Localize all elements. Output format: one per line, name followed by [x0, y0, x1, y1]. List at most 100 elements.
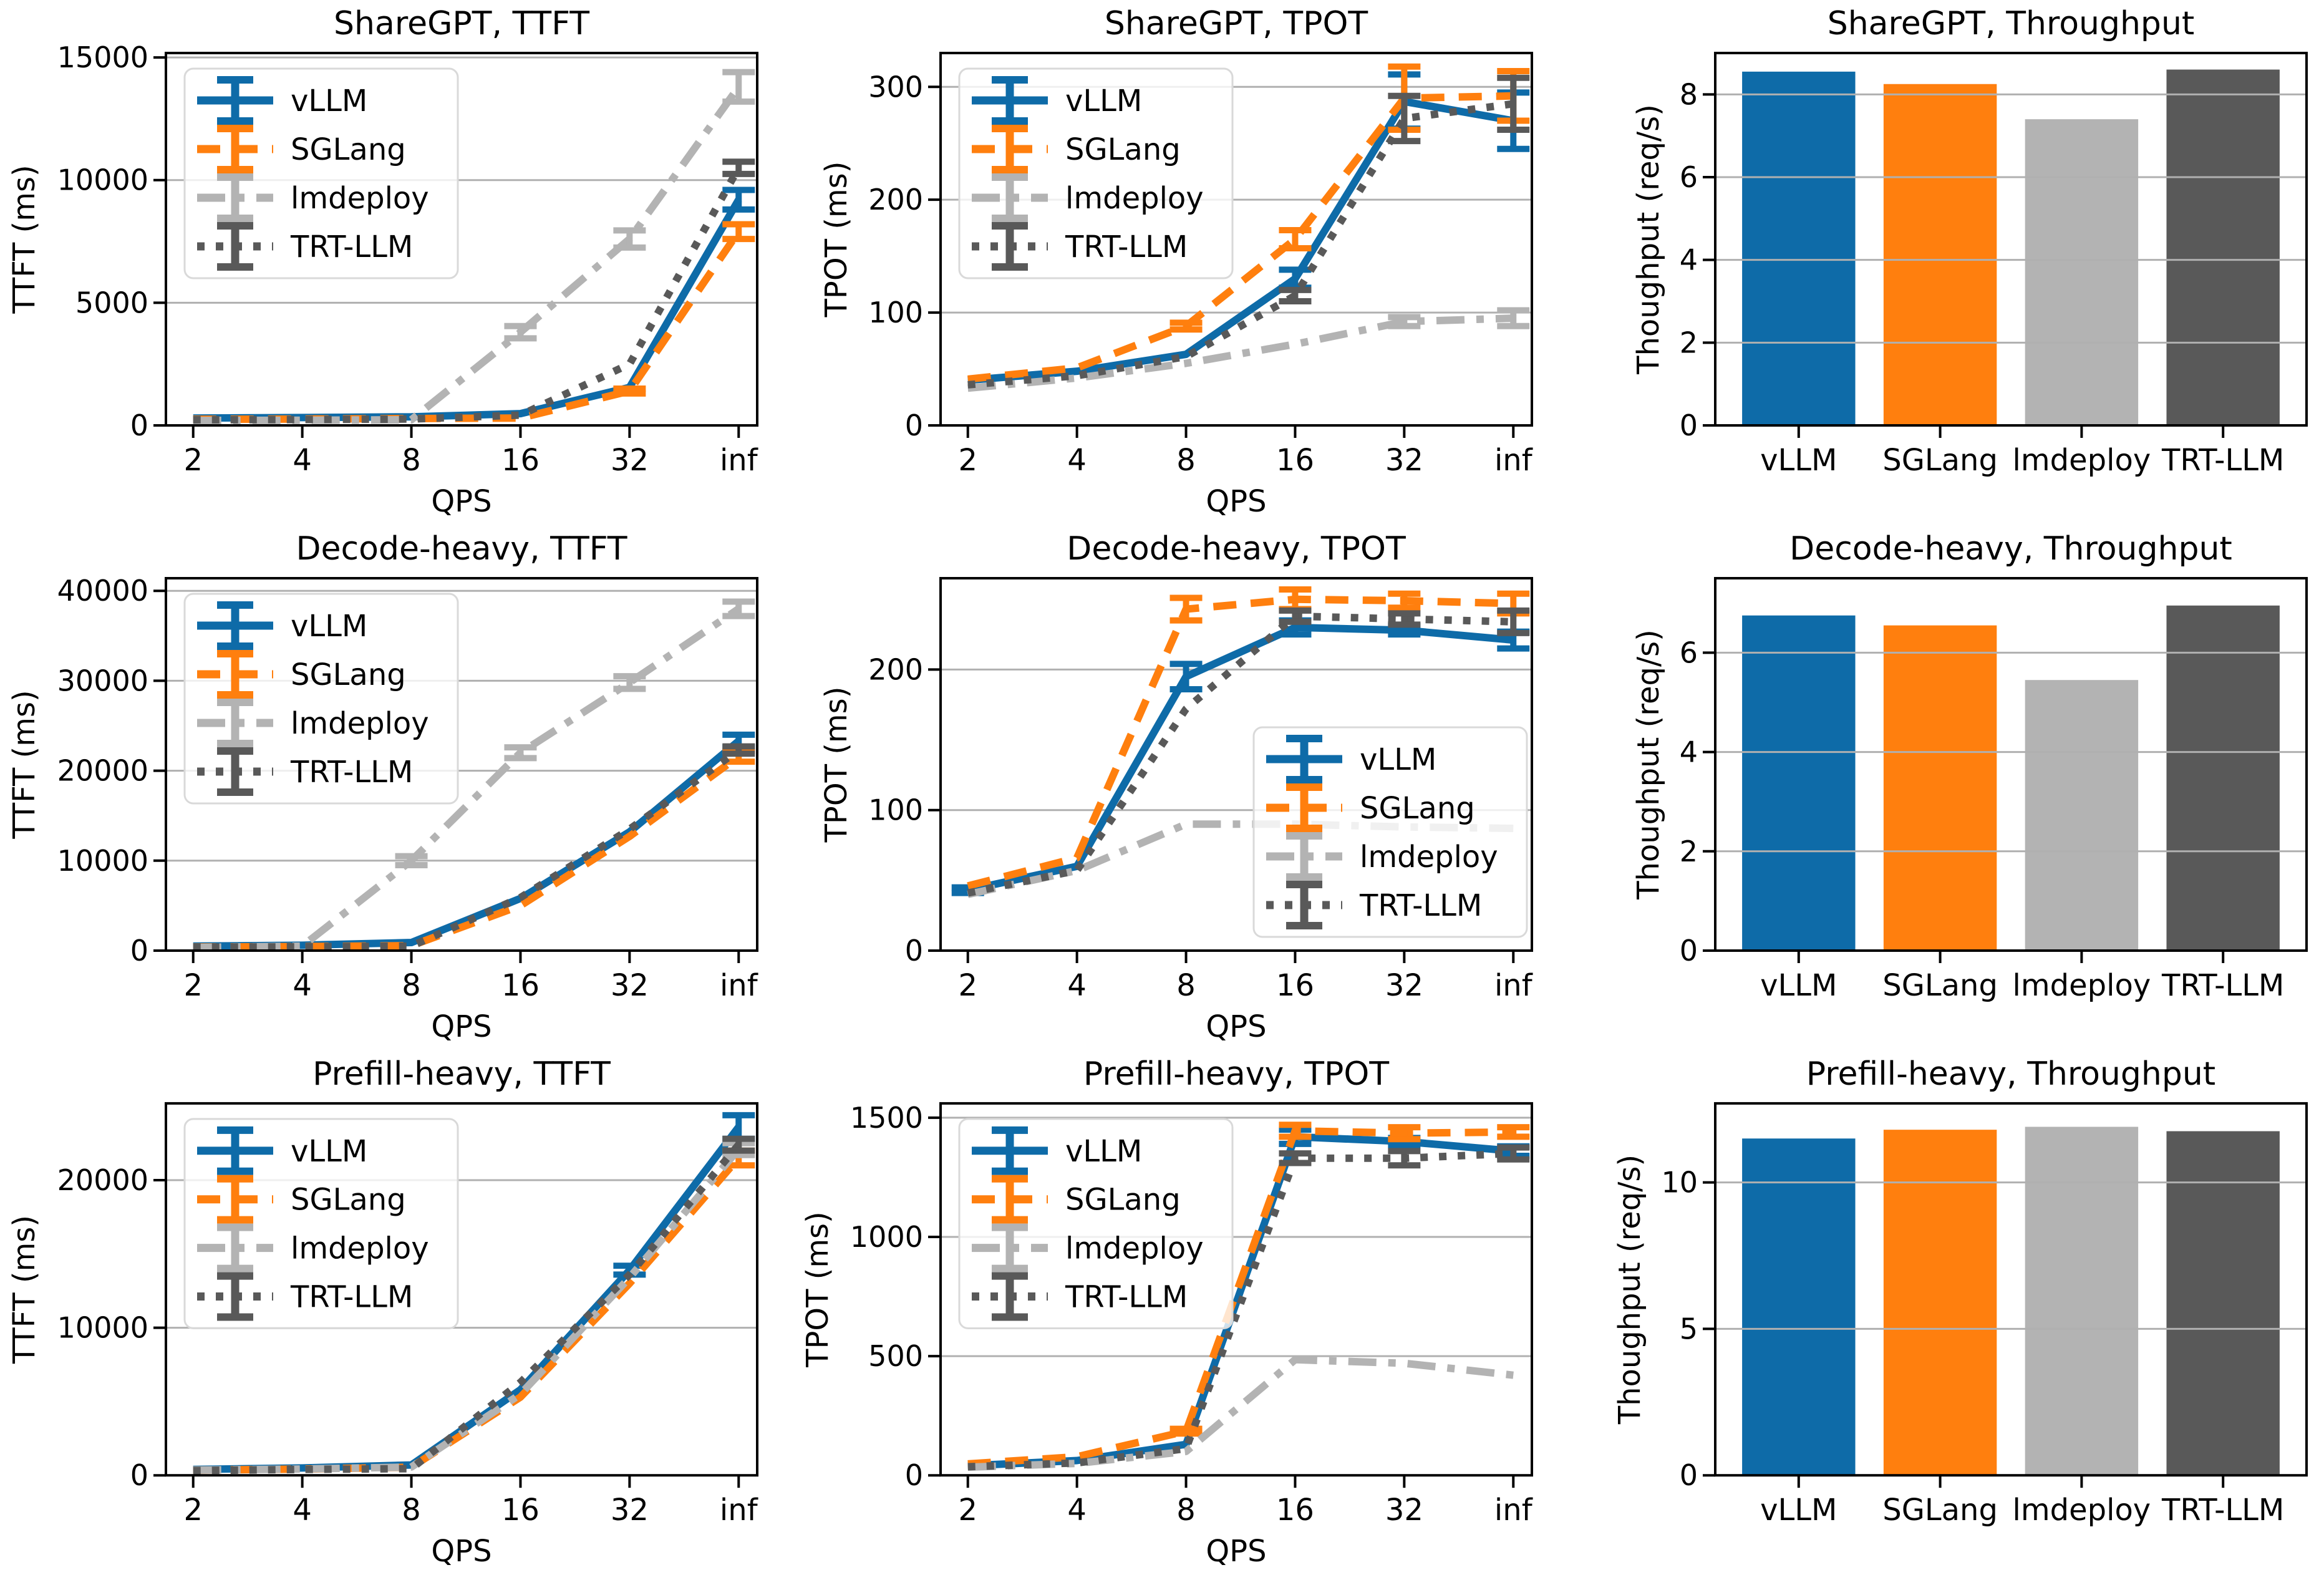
- svg-text:Thoughput (req/s): Thoughput (req/s): [1631, 104, 1666, 375]
- bar-lmdeploy: [2025, 1127, 2139, 1476]
- legend-item-lmdeploy: lmdeploy: [972, 1223, 1204, 1272]
- series-TRT-LLM-line: [967, 100, 1514, 389]
- legend-label: lmdeploy: [1065, 181, 1204, 216]
- axes-frame: [165, 577, 758, 952]
- y-axis-label: TPOT (ms): [819, 162, 854, 318]
- legend-label: TRT-LLM: [290, 755, 413, 790]
- sharegpt-tpot-chart: 0 100 200 300 ShareGPT, TPOT TPOT (ms) 2 4 8 16 32…: [819, 5, 1533, 519]
- bar-SGLang: [1883, 1130, 1997, 1476]
- series-TRT-LLM: [967, 1144, 1530, 1471]
- x-tick-label-lmdeploy: lmdeploy: [2013, 443, 2151, 478]
- axes-frame: [165, 52, 758, 427]
- x-tick-label: 32: [611, 968, 649, 1003]
- x-axis-label: QPS: [431, 1534, 491, 1569]
- legend: vLLM SGLang lmdeploy TRT-LLM: [183, 1118, 459, 1329]
- x-tick-label: inf: [1494, 443, 1533, 478]
- series-lmdeploy-line: [967, 1355, 1514, 1471]
- series-lmdeploy-line: [967, 314, 1514, 392]
- y-tick-label: 8: [1680, 77, 1698, 111]
- subplot-sharegpt-tpot: 0 100 200 300 ShareGPT, TPOT TPOT (ms) 2 4 8 16 32…: [775, 0, 1549, 525]
- legend-item-lmdeploy: lmdeploy: [972, 173, 1204, 222]
- y-tick-label: 2: [1680, 835, 1698, 868]
- subplot-sharegpt-ttft: 0 5000 10000 15000 ShareGPT, TTFT TTFT (ms) 2 4…: [0, 0, 775, 525]
- legend-item-TRT-LLM: TRT-LLM: [197, 747, 413, 796]
- sharegpt-throughput-chart: 0 2 4 6 8 ShareGPT, Throughput Thoughput (req/…: [1631, 5, 2308, 478]
- legend-item-SGLang: SGLang: [197, 650, 406, 699]
- x-tick-label: 4: [293, 968, 312, 1003]
- y-tick-label: 5000: [75, 286, 148, 319]
- y-tick-label: 6: [1680, 636, 1698, 669]
- x-tick-label-vLLM: vLLM: [1760, 968, 1837, 1003]
- y-tick-label: 0: [1680, 1458, 1698, 1492]
- legend-item-SGLang: SGLang: [972, 125, 1181, 173]
- chart-title: ShareGPT, Throughput: [1828, 5, 2195, 42]
- chart-title: Prefill-heavy, TTFT: [312, 1055, 611, 1093]
- series-lmdeploy: [967, 307, 1530, 392]
- y-tick-label: 0: [905, 409, 923, 442]
- legend-item-SGLang: SGLang: [972, 1175, 1181, 1224]
- x-tick-label: 2: [958, 968, 977, 1003]
- x-tick-label: 4: [1067, 968, 1087, 1003]
- legend: vLLM SGLang lmdeploy TRT-LLM: [958, 67, 1234, 279]
- y-tick-label: 30000: [57, 664, 148, 697]
- series-TRT-LLM-line: [193, 747, 741, 951]
- x-tick-label-TRT-LLM: TRT-LLM: [2161, 1493, 2284, 1528]
- x-tick-label: 32: [611, 443, 649, 478]
- x-tick-label-lmdeploy: lmdeploy: [2013, 1493, 2151, 1528]
- x-tick-label: 8: [402, 968, 421, 1003]
- x-tick-label: 2: [958, 1493, 977, 1528]
- legend-label: SGLang: [291, 132, 406, 167]
- bar-vLLM: [1742, 615, 1856, 951]
- sharegpt-ttft-chart: 0 5000 10000 15000 ShareGPT, TTFT TTFT (ms) 2 4…: [7, 5, 758, 519]
- y-tick-label: 0: [130, 409, 148, 442]
- x-tick-label: 32: [1385, 1493, 1423, 1528]
- decode-heavy-throughput-chart: 0 2 4 6 Decode-heavy, Throughput Thoughput (r…: [1631, 530, 2308, 1003]
- legend-label: SGLang: [291, 1183, 406, 1218]
- chart-title: Decode-heavy, TPOT: [1067, 530, 1406, 568]
- legend-label: vLLM: [291, 609, 367, 644]
- svg-text:TPOT (ms): TPOT (ms): [800, 1211, 835, 1368]
- series-SGLang-line: [967, 595, 1514, 890]
- series-TRT-LLM: [967, 607, 1530, 897]
- y-tick-label: 10000: [57, 844, 148, 878]
- x-tick-label: 4: [293, 443, 312, 478]
- plot-area: [193, 1112, 755, 1475]
- y-tick-label: 40000: [57, 574, 148, 608]
- svg-text:TTFT (ms): TTFT (ms): [7, 1215, 42, 1364]
- prefill-heavy-throughput-chart: 0 5 10 Prefill-heavy, Throughput Thoughput (…: [1612, 1055, 2308, 1528]
- x-tick-label: inf: [720, 1493, 758, 1528]
- legend-item-lmdeploy: lmdeploy: [197, 1223, 429, 1272]
- x-axis-label: QPS: [1206, 1009, 1266, 1044]
- x-tick-label: 8: [1176, 1493, 1196, 1528]
- x-tick-label-TRT-LLM: TRT-LLM: [2161, 443, 2284, 478]
- series-TRT-LLM-line: [193, 1142, 742, 1475]
- legend: vLLM SGLang lmdeploy TRT-LLM: [958, 1118, 1234, 1329]
- axes-frame: [1714, 577, 2308, 952]
- x-axis-label: QPS: [1206, 1534, 1266, 1569]
- svg-text:Thoughput (req/s): Thoughput (req/s): [1612, 1155, 1647, 1425]
- x-tick-label: 32: [1385, 968, 1423, 1003]
- y-tick-label: 2: [1680, 326, 1698, 359]
- y-axis-label: Thoughput (req/s): [1631, 629, 1666, 900]
- prefill-heavy-tpot-chart: 0 500 1000 1500 Prefill-heavy, TPOT TPOT (ms)…: [800, 1055, 1533, 1569]
- bar-TRT-LLM: [2166, 1131, 2280, 1476]
- x-tick-label: 2: [958, 443, 977, 478]
- y-tick-label: 5: [1680, 1312, 1698, 1345]
- legend-label: TRT-LLM: [290, 230, 413, 264]
- subplot-prefill-heavy-throughput: 0 5 10 Prefill-heavy, Throughput Thoughput (…: [1549, 1050, 2324, 1575]
- legend-item-TRT-LLM: TRT-LLM: [1266, 881, 1482, 929]
- chart-title: ShareGPT, TPOT: [1105, 5, 1368, 42]
- y-tick-label: 15000: [57, 41, 148, 74]
- svg-text:TTFT (ms): TTFT (ms): [7, 165, 42, 314]
- decode-heavy-tpot-chart: 0 100 200 Decode-heavy, TPOT TPOT (ms) 2 4 8 16 3…: [819, 530, 1533, 1044]
- subplot-prefill-heavy-ttft: 0 10000 20000 Prefill-heavy, TTFT TTFT (ms) 2…: [0, 1050, 775, 1575]
- x-tick-label: 2: [183, 1493, 203, 1528]
- x-tick-label: 4: [1067, 443, 1087, 478]
- bar-TRT-LLM: [2166, 69, 2280, 426]
- legend-item-SGLang: SGLang: [197, 1175, 406, 1224]
- plot-area: [967, 1122, 1530, 1471]
- plot-area: [967, 63, 1530, 392]
- legend-label: TRT-LLM: [290, 1280, 413, 1315]
- legend-item-TRT-LLM: TRT-LLM: [972, 1272, 1188, 1321]
- y-tick-label: 0: [905, 934, 923, 967]
